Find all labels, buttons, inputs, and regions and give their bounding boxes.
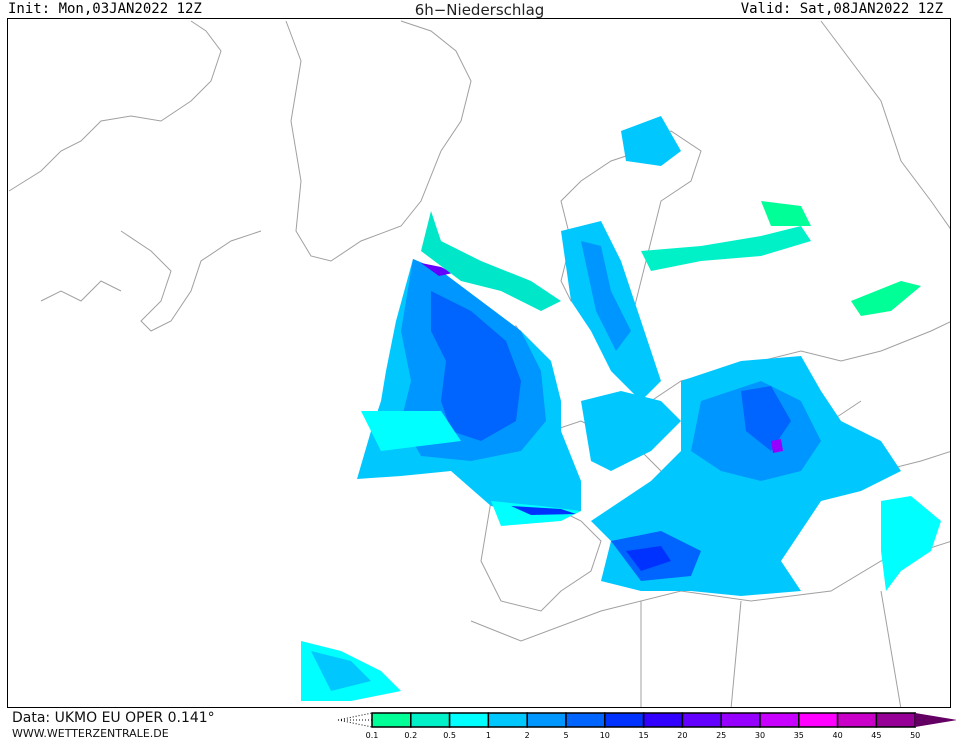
legend-tick-label: 15 (638, 731, 649, 740)
website-label: WWW.WETTERZENTRALE.DE (12, 727, 169, 740)
legend-swatch (875, 712, 916, 728)
map-canvas (8, 20, 950, 707)
legend-tick-label: 1 (485, 731, 491, 740)
precipitation-map (7, 18, 951, 708)
init-time-label: Init: Mon,03JAN2022 12Z (8, 1, 202, 17)
color-scale-legend: 0.1 0.2 0.5 1 2 5 10 15 20 25 30 35 40 45 50 (336, 712, 958, 741)
legend-swatch (487, 712, 528, 728)
legend-tick-label: 10 (599, 731, 610, 740)
legend-swatch (448, 712, 490, 728)
legend-tick-label: 30 (754, 731, 766, 740)
legend-swatch (642, 712, 684, 728)
legend-swatch (565, 712, 606, 728)
legend-swatch (604, 712, 645, 728)
legend-tick-label: 0.5 (443, 731, 456, 740)
underflow-indicator (337, 712, 373, 728)
legend-tick-label: 35 (793, 731, 804, 740)
legend-tick-label: 0.1 (365, 731, 379, 740)
legend-tick-label: 20 (677, 731, 688, 740)
legend-swatch (681, 712, 722, 728)
legend-tick-label: 2 (524, 731, 530, 740)
legend-tick-label: 5 (563, 731, 569, 740)
color-scale-bar (337, 712, 958, 728)
overflow-arrow (915, 713, 958, 727)
legend-tick-label: 50 (910, 731, 921, 740)
legend-swatch (759, 712, 800, 728)
legend-tick-label: 45 (871, 731, 882, 740)
legend-tick-label: 0.2 (404, 731, 418, 740)
map-title: 6h−Niederschlag (414, 1, 545, 19)
legend-swatch (798, 712, 839, 728)
legend-tick-label: 25 (716, 731, 727, 740)
legend-swatch (526, 712, 567, 728)
legend-tick-label: 40 (832, 731, 843, 740)
precipitation-field (301, 116, 941, 701)
data-source-label: Data: UKMO EU OPER 0.141° (12, 710, 215, 726)
legend-swatch (410, 712, 451, 728)
legend-swatch (720, 712, 761, 728)
legend-swatch (836, 712, 878, 728)
valid-time-label: Valid: Sat,08JAN2022 12Z (740, 1, 943, 17)
legend-swatch (371, 712, 412, 728)
